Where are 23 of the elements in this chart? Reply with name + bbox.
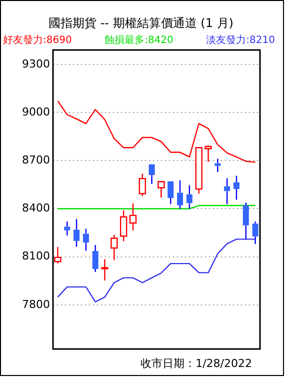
text: 蝕損最多:8420 <box>104 34 174 47</box>
y-tick-label: 7800 <box>22 298 50 311</box>
candlestick <box>252 220 258 245</box>
candlestick <box>177 180 184 210</box>
candlestick <box>82 228 89 252</box>
chart-title: 國指期貨 -- 期權結算價通道 (1 月) <box>48 15 234 32</box>
candlestick <box>64 220 70 236</box>
y-tick-label: 9000 <box>22 105 50 118</box>
candlestick <box>242 202 249 240</box>
candlestick <box>186 184 192 210</box>
y-tick-label: 8700 <box>22 153 50 166</box>
text: 淡友發力:8210 <box>206 34 275 47</box>
candlestick <box>148 164 155 185</box>
candlestick <box>214 158 221 173</box>
y-tick-label: 8400 <box>22 202 50 215</box>
text: 好友發力:8690 <box>3 34 72 47</box>
y-tick-label: 8100 <box>22 250 50 263</box>
candlestick <box>92 244 98 273</box>
candlestick <box>74 218 80 248</box>
candlestick <box>233 175 240 200</box>
text: 收市日期：1/28/2022 <box>140 356 252 371</box>
y-tick-label: 9300 <box>22 57 50 70</box>
candlestick <box>224 178 230 205</box>
